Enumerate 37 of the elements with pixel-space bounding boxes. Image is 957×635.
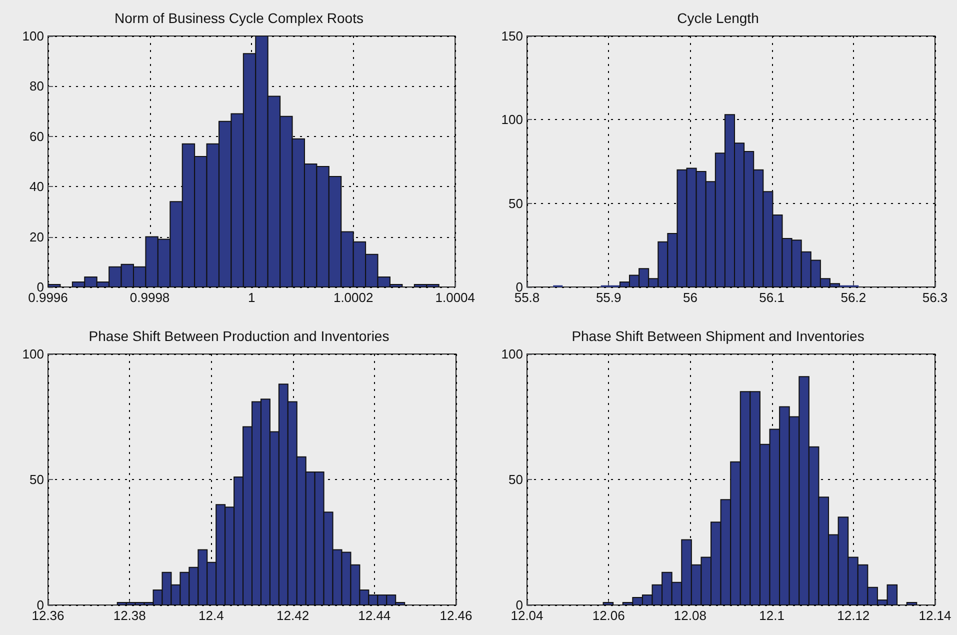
chart-title: Phase Shift Between Production and Inventories: [88, 328, 390, 344]
x-tick-label: 12.4: [198, 608, 224, 623]
y-tick-label: 80: [30, 78, 44, 94]
x-tick-label: 12.06: [592, 608, 625, 623]
x-tick-label: 12.46: [440, 608, 472, 623]
x-tick-label: 1.0004: [435, 290, 475, 305]
x-tick-label: 56.1: [759, 290, 784, 305]
x-tick-label: 55.9: [596, 290, 622, 305]
x-tick-label: 56: [682, 290, 698, 305]
y-tick-label: 100: [501, 112, 523, 128]
x-tick-label: 12.42: [276, 608, 310, 623]
x-tick-label: 12.08: [674, 608, 706, 623]
y-tick-label: 20: [30, 229, 44, 244]
y-tick-label: 150: [501, 28, 523, 44]
x-tick-label: 1: [248, 290, 256, 305]
chart-title: Norm of Business Cycle Complex Roots: [114, 10, 364, 26]
x-tick-label: 12.14: [918, 608, 952, 623]
x-tick-label: 12.36: [32, 608, 64, 623]
y-tick-label: 60: [30, 128, 44, 144]
chart-title: Cycle Length: [677, 10, 759, 26]
y-tick-label: 50: [508, 196, 523, 211]
x-tick-label: 12.44: [358, 608, 391, 623]
x-tick-label: 12.12: [837, 608, 870, 623]
x-tick-label: 56.3: [922, 290, 948, 305]
y-tick-label: 100: [22, 28, 44, 44]
x-tick-label: 1.0002: [333, 290, 374, 305]
y-tick-label: 100: [22, 346, 44, 362]
x-tick-label: 12.04: [510, 608, 544, 623]
y-tick-label: 50: [30, 472, 44, 487]
x-tick-label: 0.9998: [130, 290, 170, 305]
y-tick-label: 50: [508, 472, 523, 487]
y-tick-label: 100: [501, 346, 523, 362]
x-tick-label: 12.38: [113, 608, 146, 623]
x-tick-label: 56.2: [840, 290, 866, 305]
chart-title: Phase Shift Between Shipment and Inventories: [572, 328, 864, 344]
y-tick-label: 40: [30, 179, 44, 194]
x-tick-label: 12.1: [759, 608, 784, 623]
